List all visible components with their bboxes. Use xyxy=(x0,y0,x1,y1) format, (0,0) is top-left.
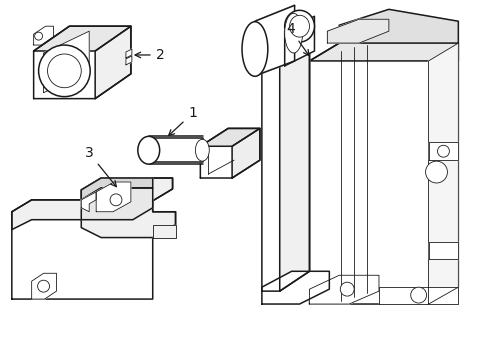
Circle shape xyxy=(411,287,427,303)
Polygon shape xyxy=(255,5,294,76)
Polygon shape xyxy=(262,26,310,46)
Polygon shape xyxy=(34,26,131,51)
Text: 1: 1 xyxy=(169,107,197,135)
Circle shape xyxy=(110,194,122,206)
Polygon shape xyxy=(44,31,89,93)
Text: 4: 4 xyxy=(286,22,309,55)
Polygon shape xyxy=(12,178,175,299)
Polygon shape xyxy=(32,273,56,299)
Polygon shape xyxy=(81,178,153,200)
Polygon shape xyxy=(280,26,310,291)
Ellipse shape xyxy=(196,139,209,161)
Polygon shape xyxy=(34,26,53,45)
Ellipse shape xyxy=(242,22,268,76)
Polygon shape xyxy=(429,43,458,304)
Text: 3: 3 xyxy=(85,146,116,187)
Ellipse shape xyxy=(138,136,160,164)
Ellipse shape xyxy=(285,13,302,53)
Circle shape xyxy=(35,32,43,40)
Circle shape xyxy=(38,280,49,292)
Polygon shape xyxy=(429,242,458,260)
Polygon shape xyxy=(34,26,131,99)
Polygon shape xyxy=(310,275,379,304)
Polygon shape xyxy=(310,43,458,61)
Polygon shape xyxy=(200,129,260,146)
Polygon shape xyxy=(262,26,310,291)
Polygon shape xyxy=(81,188,153,220)
Polygon shape xyxy=(96,182,131,212)
Polygon shape xyxy=(95,26,131,99)
Polygon shape xyxy=(149,138,203,162)
Polygon shape xyxy=(126,49,132,58)
Circle shape xyxy=(438,145,449,157)
Polygon shape xyxy=(232,129,260,178)
Polygon shape xyxy=(153,225,175,238)
Circle shape xyxy=(340,282,354,296)
Ellipse shape xyxy=(39,45,90,96)
Polygon shape xyxy=(339,9,458,43)
Ellipse shape xyxy=(426,161,447,183)
Ellipse shape xyxy=(290,15,310,37)
Polygon shape xyxy=(379,287,458,304)
Polygon shape xyxy=(12,178,175,238)
Ellipse shape xyxy=(285,10,315,42)
Polygon shape xyxy=(310,43,458,304)
Polygon shape xyxy=(327,19,389,43)
Polygon shape xyxy=(126,56,132,65)
Polygon shape xyxy=(81,192,96,212)
Ellipse shape xyxy=(48,54,81,88)
Polygon shape xyxy=(262,271,329,304)
Polygon shape xyxy=(429,142,458,160)
Text: 2: 2 xyxy=(135,48,165,62)
Polygon shape xyxy=(200,129,260,178)
Polygon shape xyxy=(285,16,315,66)
